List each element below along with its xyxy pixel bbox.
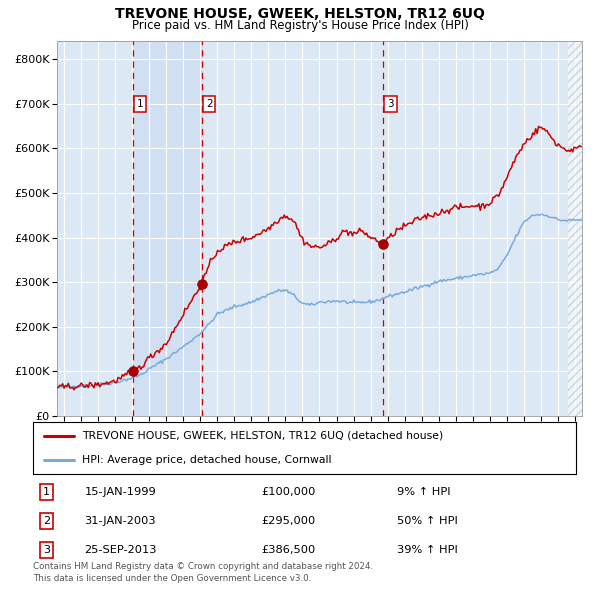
Text: Contains HM Land Registry data © Crown copyright and database right 2024.: Contains HM Land Registry data © Crown c… — [33, 562, 373, 571]
Text: Price paid vs. HM Land Registry's House Price Index (HPI): Price paid vs. HM Land Registry's House … — [131, 19, 469, 32]
Text: 3: 3 — [43, 545, 50, 555]
Bar — [133, 41, 202, 416]
Text: 9% ↑ HPI: 9% ↑ HPI — [397, 487, 451, 497]
Text: 1: 1 — [137, 99, 143, 109]
Text: TREVONE HOUSE, GWEEK, HELSTON, TR12 6UQ: TREVONE HOUSE, GWEEK, HELSTON, TR12 6UQ — [115, 7, 485, 21]
Text: 50% ↑ HPI: 50% ↑ HPI — [397, 516, 458, 526]
Text: HPI: Average price, detached house, Cornwall: HPI: Average price, detached house, Corn… — [82, 455, 331, 465]
Text: TREVONE HOUSE, GWEEK, HELSTON, TR12 6UQ (detached house): TREVONE HOUSE, GWEEK, HELSTON, TR12 6UQ … — [82, 431, 443, 441]
Text: £386,500: £386,500 — [261, 545, 316, 555]
Text: 25-SEP-2013: 25-SEP-2013 — [85, 545, 157, 555]
Text: 2: 2 — [43, 516, 50, 526]
Text: This data is licensed under the Open Government Licence v3.0.: This data is licensed under the Open Gov… — [33, 574, 311, 583]
Text: 2: 2 — [206, 99, 212, 109]
Text: £295,000: £295,000 — [261, 516, 316, 526]
Text: £100,000: £100,000 — [261, 487, 316, 497]
Text: 3: 3 — [388, 99, 394, 109]
Text: 1: 1 — [43, 487, 50, 497]
Text: 15-JAN-1999: 15-JAN-1999 — [85, 487, 157, 497]
Text: 31-JAN-2003: 31-JAN-2003 — [85, 516, 156, 526]
Text: 39% ↑ HPI: 39% ↑ HPI — [397, 545, 458, 555]
Bar — [568, 41, 582, 416]
